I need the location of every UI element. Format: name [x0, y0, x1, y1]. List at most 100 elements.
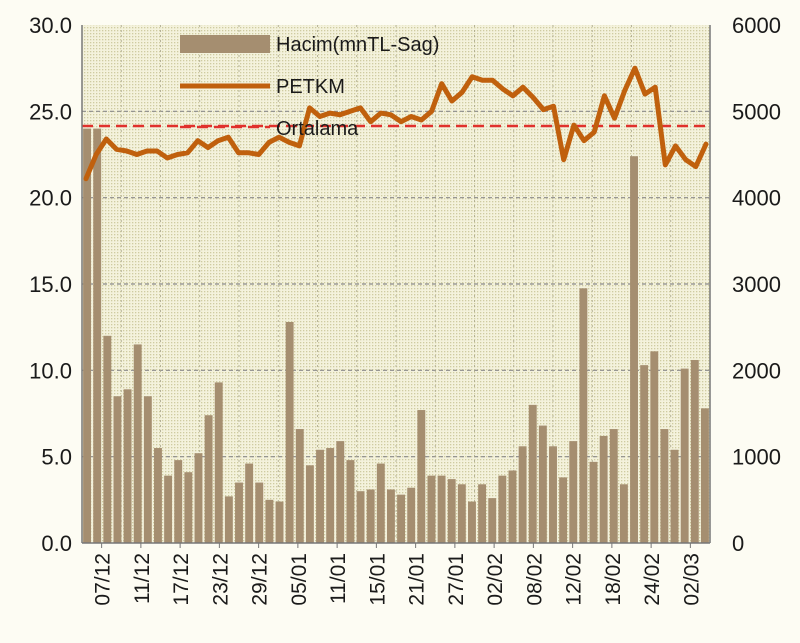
volume-bar [589, 461, 598, 543]
volume-bar [336, 441, 345, 543]
volume-bar [650, 351, 659, 543]
y-left-tick-label: 20.0 [29, 186, 72, 211]
volume-bar [609, 429, 618, 543]
volume-bar [93, 128, 102, 543]
volume-bar [133, 344, 142, 543]
x-tick-label: 02/03 [680, 553, 703, 606]
volume-bar [214, 382, 223, 543]
x-tick-label: 23/12 [209, 553, 232, 606]
legend-label-average: Ortalama [276, 118, 359, 140]
legend: Hacim(mnTL-Sag) PETKM Ortalama [180, 34, 439, 140]
volume-bar [123, 389, 132, 543]
volume-bar [569, 441, 578, 543]
x-tick-label: 11/01 [327, 553, 350, 604]
x-tick-label: 15/01 [366, 553, 389, 606]
x-tick-label: 24/02 [641, 553, 664, 606]
volume-bar [630, 156, 638, 543]
y-right-tick-label: 3000 [732, 272, 781, 297]
x-tick-label: 07/12 [92, 553, 115, 606]
legend-swatch-volume [180, 35, 270, 53]
volume-bar [447, 479, 456, 543]
volume-bar [437, 475, 446, 543]
y-left-tick-label: 5.0 [41, 445, 72, 470]
volume-bar [427, 475, 436, 543]
volume-bar [386, 489, 395, 543]
volume-bar [154, 448, 162, 543]
volume-bar [366, 489, 375, 543]
x-tick-label: 12/02 [563, 553, 586, 606]
x-tick-label: 17/12 [170, 553, 193, 606]
volume-bar [235, 482, 243, 543]
y-left-tick-label: 15.0 [29, 272, 72, 297]
y-left-tick-label: 25.0 [29, 99, 72, 124]
volume-bar [670, 449, 679, 543]
volume-bar [316, 449, 324, 543]
legend-label-price: PETKM [276, 76, 345, 98]
volume-bar [305, 465, 314, 543]
y-right-tick-label: 0 [732, 531, 744, 556]
volume-bar [143, 396, 152, 543]
axes: 0.0 5.0 10.0 15.0 20.0 25.0 30.0 0 1000 2000 3000 4… [29, 13, 781, 606]
volume-bar [538, 425, 547, 543]
x-tick-label: 21/01 [406, 553, 429, 606]
y-right-tick-label: 1000 [732, 445, 781, 470]
price-line-group [83, 65, 709, 182]
volume-bar [680, 368, 689, 543]
x-tick-label: 18/02 [602, 553, 625, 606]
volume-bar [478, 484, 487, 543]
volume-bar [457, 484, 466, 543]
volume-bar [599, 435, 608, 543]
x-tick-label: 27/01 [445, 553, 468, 606]
y-right-tick-label: 4000 [732, 186, 781, 211]
volume-bar [184, 472, 193, 543]
y-left-tick-label: 0.0 [41, 531, 72, 556]
volume-bar [407, 487, 416, 543]
volume-bar [508, 470, 517, 543]
volume-bar [245, 463, 254, 543]
volume-bar [488, 498, 497, 543]
x-tick-label: 08/02 [523, 553, 546, 606]
volume-bar [265, 499, 274, 543]
volume-bar [103, 335, 112, 543]
x-tick-label: 11/12 [131, 553, 154, 604]
volume-bar [690, 359, 699, 543]
volume-bar [559, 477, 568, 543]
volume-bar [660, 429, 669, 543]
volume-bar [255, 482, 264, 543]
volume-bar [164, 475, 173, 543]
volume-bar [376, 463, 385, 543]
y-right-tick-label: 6000 [732, 13, 781, 38]
y-left-tick-label: 10.0 [29, 358, 72, 383]
x-tick-label: 02/02 [484, 553, 507, 606]
volume-bar [194, 453, 203, 543]
volume-bars [83, 128, 709, 543]
volume-bar [579, 288, 588, 543]
volume-bar [528, 404, 537, 543]
y-left-tick-label: 30.0 [29, 13, 72, 38]
volume-bar [417, 410, 426, 543]
x-tick-label: 05/01 [288, 553, 311, 606]
volume-bar [549, 446, 557, 543]
volume-bar [285, 321, 294, 543]
volume-bar [113, 396, 122, 543]
volume-bar [346, 460, 355, 543]
y-right-tick-label: 2000 [732, 358, 781, 383]
volume-bar [397, 494, 406, 543]
volume-bar [204, 415, 213, 543]
volume-bar [174, 460, 183, 543]
volume-bar [468, 501, 476, 543]
x-tick-label: 29/12 [249, 553, 272, 606]
volume-bar [326, 448, 335, 543]
y-right-tick-label: 5000 [732, 99, 781, 124]
volume-bar [83, 128, 92, 543]
volume-bar [356, 491, 365, 543]
volume-bar [640, 365, 649, 543]
legend-label-volume: Hacim(mnTL-Sag) [276, 34, 439, 56]
price-line [83, 65, 709, 182]
volume-bar [619, 484, 628, 543]
volume-bar [275, 501, 284, 543]
volume-bar [518, 446, 527, 543]
volume-bar [224, 496, 233, 543]
